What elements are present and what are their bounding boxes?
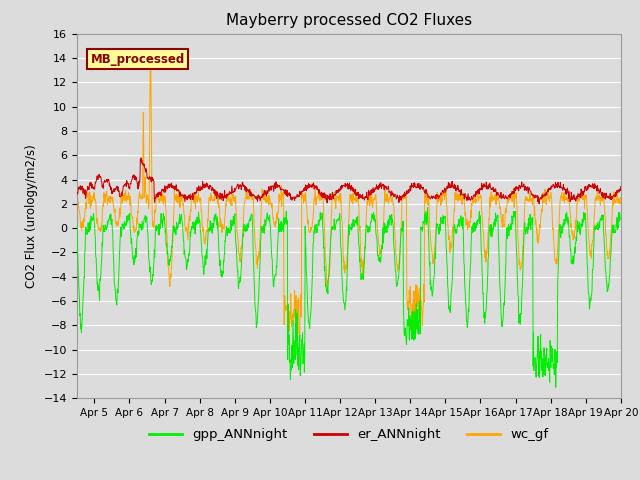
- Y-axis label: CO2 Flux (urology/m2/s): CO2 Flux (urology/m2/s): [25, 144, 38, 288]
- Legend: gpp_ANNnight, er_ANNnight, wc_gf: gpp_ANNnight, er_ANNnight, wc_gf: [143, 423, 554, 446]
- Text: MB_processed: MB_processed: [90, 53, 185, 66]
- Title: Mayberry processed CO2 Fluxes: Mayberry processed CO2 Fluxes: [226, 13, 472, 28]
